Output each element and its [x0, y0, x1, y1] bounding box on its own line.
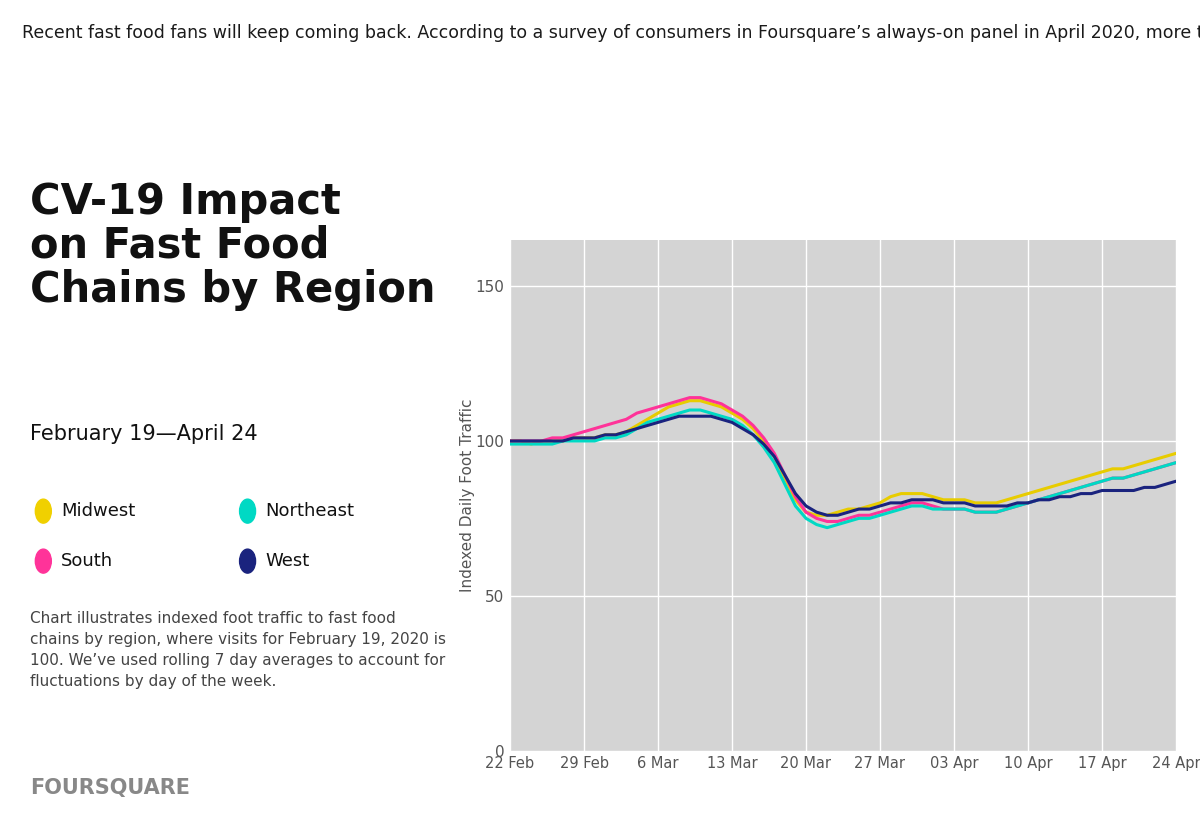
Text: Chart illustrates indexed foot traffic to fast food
chains by region, where visi: Chart illustrates indexed foot traffic t… — [30, 611, 446, 689]
Text: South: South — [61, 552, 113, 570]
Text: FOURSQUARE: FOURSQUARE — [30, 778, 190, 798]
Circle shape — [240, 499, 256, 524]
Text: Recent fast food fans will keep coming back. According to a survey of consumers : Recent fast food fans will keep coming b… — [22, 23, 1200, 42]
Circle shape — [35, 549, 52, 573]
Circle shape — [240, 549, 256, 573]
Circle shape — [35, 499, 52, 524]
Text: CV-19 Impact
on Fast Food
Chains by Region: CV-19 Impact on Fast Food Chains by Regi… — [30, 181, 436, 311]
Text: February 19—April 24: February 19—April 24 — [30, 425, 258, 445]
Text: West: West — [265, 552, 310, 570]
Y-axis label: Indexed Daily Foot Traffic: Indexed Daily Foot Traffic — [460, 398, 475, 592]
Text: Midwest: Midwest — [61, 502, 136, 520]
Text: Northeast: Northeast — [265, 502, 354, 520]
